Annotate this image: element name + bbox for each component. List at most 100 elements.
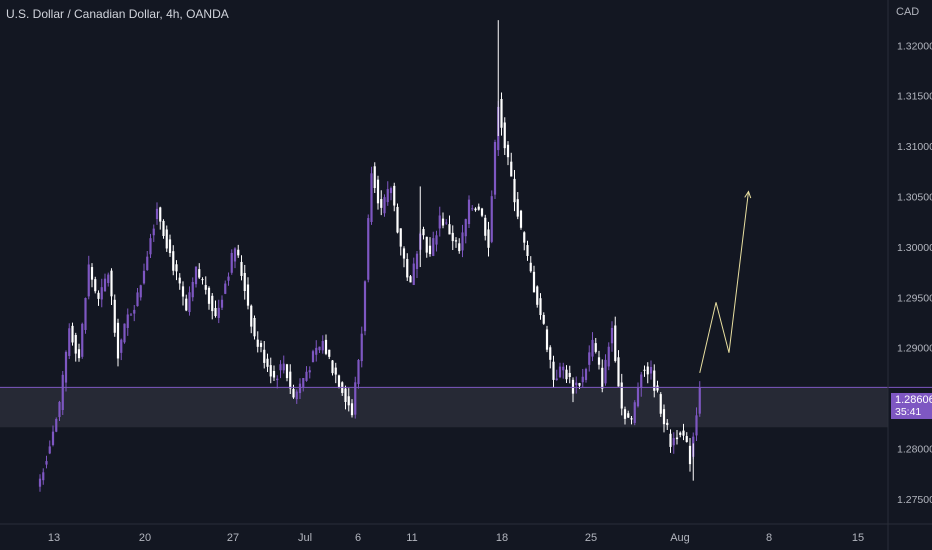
candle — [399, 228, 402, 247]
candle — [685, 436, 688, 443]
candle — [68, 328, 71, 356]
candle — [285, 364, 289, 379]
candle — [175, 264, 178, 272]
candle — [155, 208, 159, 220]
candle — [90, 267, 94, 280]
candle — [428, 245, 432, 255]
chart-title: U.S. Dollar / Canadian Dollar, 4h, OANDA — [6, 7, 229, 21]
candle — [383, 197, 386, 214]
candle — [149, 238, 152, 255]
candle — [263, 349, 266, 363]
candle — [81, 323, 84, 357]
candle — [695, 415, 698, 436]
candle — [620, 382, 623, 409]
candle — [441, 218, 445, 226]
candle — [409, 276, 412, 283]
candle — [389, 188, 393, 194]
candle — [526, 245, 529, 256]
candle — [250, 305, 253, 327]
x-tick-label: Jul — [298, 532, 312, 544]
candle — [256, 339, 259, 347]
candle — [591, 339, 594, 357]
candle — [295, 391, 298, 400]
candle — [503, 122, 506, 149]
candle — [412, 263, 415, 285]
candle — [597, 357, 601, 365]
candle — [513, 178, 516, 203]
candle — [653, 370, 656, 391]
candle — [555, 378, 558, 381]
candle — [282, 363, 285, 371]
candle — [207, 287, 211, 304]
candle — [87, 264, 90, 297]
x-tick-label: 11 — [406, 532, 417, 544]
candle — [643, 369, 646, 371]
candle — [659, 394, 662, 414]
candle — [230, 252, 233, 273]
projection-path — [699, 191, 749, 373]
candle — [217, 307, 220, 318]
candle — [51, 431, 55, 445]
candle — [334, 367, 337, 375]
candle — [84, 297, 87, 330]
candle — [458, 243, 461, 252]
candle — [240, 261, 243, 276]
x-tick-label: 13 — [48, 532, 60, 544]
candle — [633, 402, 636, 423]
candle — [224, 283, 227, 294]
projection-arrow-head — [744, 190, 752, 199]
candle — [97, 292, 100, 299]
candle — [480, 208, 484, 216]
candle — [133, 309, 136, 314]
candle — [211, 295, 214, 312]
candle — [305, 371, 308, 381]
candle — [45, 461, 48, 465]
candle — [100, 287, 103, 300]
candle — [510, 161, 513, 177]
candle — [246, 284, 250, 306]
candle — [243, 272, 246, 292]
candle — [123, 323, 126, 343]
candle — [185, 298, 188, 311]
candle — [549, 347, 552, 360]
support-zone — [0, 386, 888, 428]
candle — [315, 347, 318, 355]
candle — [357, 359, 360, 385]
y-tick-label: 1.28000 — [897, 443, 932, 455]
candle — [363, 281, 367, 332]
candle — [487, 229, 490, 248]
candle — [360, 333, 363, 362]
candle — [129, 314, 133, 316]
candle — [292, 388, 295, 398]
candle — [350, 403, 354, 416]
y-tick-label: 1.31500 — [897, 91, 932, 103]
candle — [328, 349, 331, 357]
last-price-badge: 1.28606 35:41 — [891, 393, 932, 419]
candle — [94, 279, 97, 292]
candle — [146, 256, 149, 271]
candle — [484, 217, 487, 236]
candle — [662, 409, 666, 425]
candle — [636, 388, 640, 407]
candle — [640, 374, 643, 389]
candle — [279, 364, 282, 371]
candle — [666, 422, 669, 426]
candle — [402, 248, 406, 259]
candle — [675, 437, 679, 440]
candle — [272, 371, 276, 378]
candle — [539, 298, 542, 316]
candle — [448, 224, 451, 235]
candle — [679, 432, 682, 435]
candle — [227, 276, 230, 281]
candle — [194, 266, 198, 285]
candle — [269, 365, 272, 377]
candle — [204, 285, 207, 290]
candle — [461, 232, 464, 251]
y-tick-label: 1.30500 — [897, 192, 932, 204]
candle — [627, 413, 630, 418]
x-tick-label: 20 — [139, 532, 151, 544]
candle — [71, 325, 74, 343]
candle — [373, 166, 376, 189]
